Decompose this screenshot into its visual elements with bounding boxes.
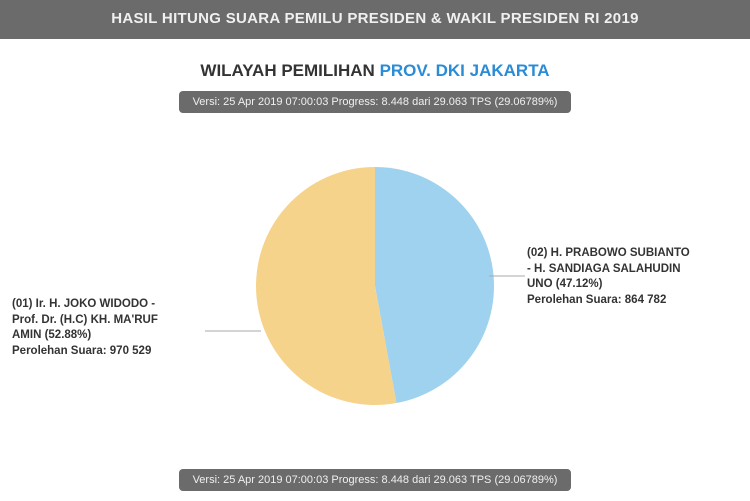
subtitle-prefix: WILAYAH PEMILIHAN bbox=[200, 61, 379, 80]
label-line: - H. SANDIAGA SALAHUDIN bbox=[527, 262, 722, 278]
version-bar-bottom-wrap: Versi: 25 Apr 2019 07:00:03 Progress: 8.… bbox=[0, 459, 750, 501]
header-bar: HASIL HITUNG SUARA PEMILU PRESIDEN & WAK… bbox=[0, 0, 750, 39]
slice-label-02: (02) H. PRABOWO SUBIANTO- H. SANDIAGA SA… bbox=[527, 246, 722, 308]
subtitle-region: PROV. DKI JAKARTA bbox=[380, 61, 550, 80]
label-line: AMIN (52.88%) bbox=[12, 328, 207, 344]
label-line: (02) H. PRABOWO SUBIANTO bbox=[527, 246, 722, 262]
label-line: Perolehan Suara: 970 529 bbox=[12, 344, 207, 360]
label-line: Prof. Dr. (H.C) KH. MA'RUF bbox=[12, 313, 207, 329]
version-text-bottom: Versi: 25 Apr 2019 07:00:03 Progress: 8.… bbox=[193, 474, 558, 486]
header-title: HASIL HITUNG SUARA PEMILU PRESIDEN & WAK… bbox=[111, 10, 639, 27]
pie-slice-candidate-02 bbox=[375, 167, 494, 403]
pie-group bbox=[256, 167, 494, 405]
pie-chart-area: (01) Ir. H. JOKO WIDODO -Prof. Dr. (H.C)… bbox=[0, 131, 750, 441]
label-line: UNO (47.12%) bbox=[527, 277, 722, 293]
label-line: (01) Ir. H. JOKO WIDODO - bbox=[12, 297, 207, 313]
subtitle: WILAYAH PEMILIHAN PROV. DKI JAKARTA bbox=[0, 61, 750, 81]
version-text-top: Versi: 25 Apr 2019 07:00:03 Progress: 8.… bbox=[193, 96, 558, 108]
label-line: Perolehan Suara: 864 782 bbox=[527, 293, 722, 309]
slice-label-01: (01) Ir. H. JOKO WIDODO -Prof. Dr. (H.C)… bbox=[12, 297, 207, 359]
version-bar-top: Versi: 25 Apr 2019 07:00:03 Progress: 8.… bbox=[179, 91, 572, 113]
version-bar-bottom: Versi: 25 Apr 2019 07:00:03 Progress: 8.… bbox=[179, 469, 572, 491]
version-bar-top-wrap: Versi: 25 Apr 2019 07:00:03 Progress: 8.… bbox=[0, 81, 750, 123]
